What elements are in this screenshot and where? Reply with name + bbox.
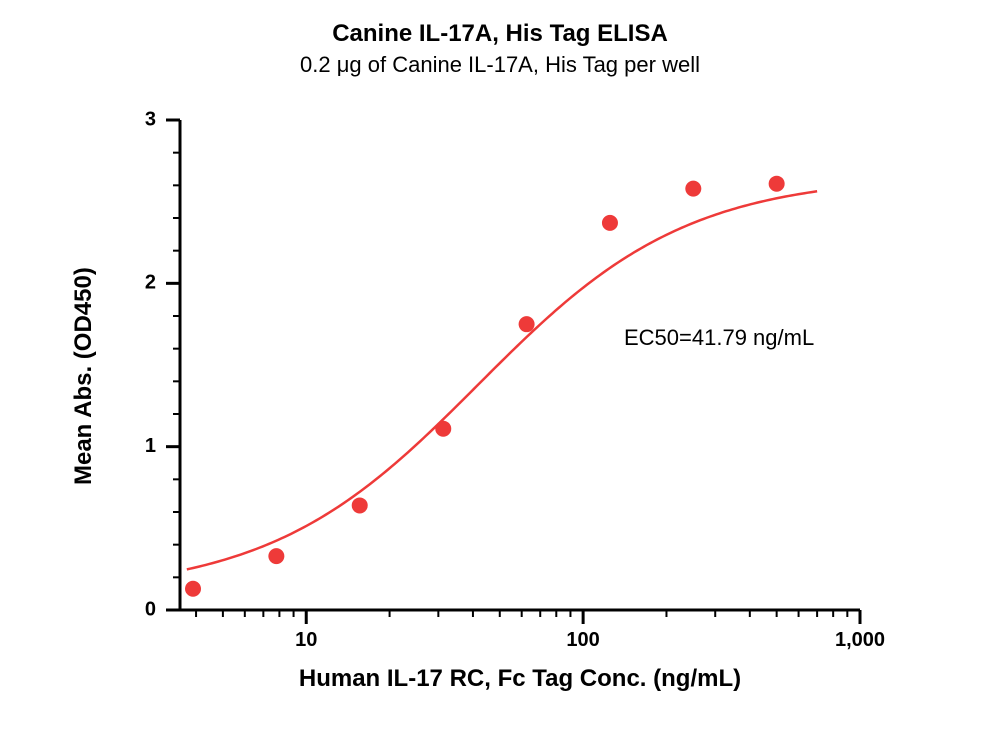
chart-stage: Canine IL-17A, His Tag ELISA 0.2 μg of C… (0, 0, 1000, 747)
data-point (769, 176, 785, 192)
x-tick-label: 100 (566, 629, 599, 651)
data-point (685, 181, 701, 197)
y-tick-label: 2 (145, 272, 156, 294)
y-tick-label: 3 (145, 108, 156, 130)
x-tick-label: 1,000 (835, 629, 885, 651)
data-point (602, 215, 618, 231)
data-point (352, 497, 368, 513)
data-point (519, 316, 535, 332)
fit-curve (187, 191, 817, 569)
data-point (268, 548, 284, 564)
data-point (185, 581, 201, 597)
x-tick-label: 10 (295, 629, 317, 651)
y-tick-label: 0 (145, 598, 156, 620)
plot-svg: 0 1 2 3 10 100 1,000 (0, 0, 1000, 747)
data-point (435, 421, 451, 437)
y-tick-label: 1 (145, 435, 156, 457)
